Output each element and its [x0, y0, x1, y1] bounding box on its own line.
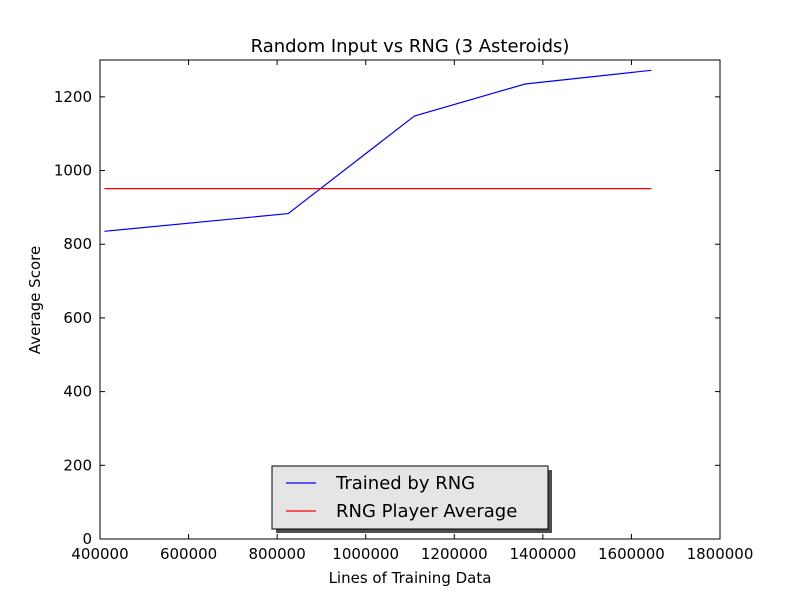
- x-tick-label: 1200000: [421, 545, 488, 563]
- y-tick-label: 200: [63, 456, 92, 474]
- y-axis-label: Average Score: [26, 246, 44, 354]
- y-tick-label: 1200: [54, 88, 92, 106]
- x-tick-label: 800000: [249, 545, 306, 563]
- y-tick-label: 1000: [54, 162, 92, 180]
- y-tick-label: 600: [63, 309, 92, 327]
- chart-title: Random Input vs RNG (3 Asteroids): [251, 36, 570, 57]
- x-tick-label: 1400000: [509, 545, 576, 563]
- x-tick-label: 1000000: [332, 545, 399, 563]
- x-tick-label: 600000: [160, 545, 217, 563]
- y-tick-label: 400: [63, 383, 92, 401]
- plot-area: 400000 600000 800000 1000000 1200000 1400000 1…: [54, 59, 754, 563]
- axes-frame: [99, 59, 721, 540]
- y-tick-label: 800: [63, 235, 92, 253]
- y-tick-label: 0: [82, 530, 92, 548]
- legend-box: [271, 465, 549, 530]
- legend: Trained by RNG RNG Player Average: [271, 465, 552, 533]
- legend-label: RNG Player Average: [336, 501, 517, 522]
- series-line-1: [104, 69, 652, 232]
- legend-label: Trained by RNG: [335, 473, 475, 494]
- x-axis-label: Lines of Training Data: [329, 569, 492, 587]
- x-tick-label: 400000: [71, 545, 128, 563]
- x-tick-label: 1600000: [598, 545, 665, 563]
- x-tick-label: 1800000: [687, 545, 754, 563]
